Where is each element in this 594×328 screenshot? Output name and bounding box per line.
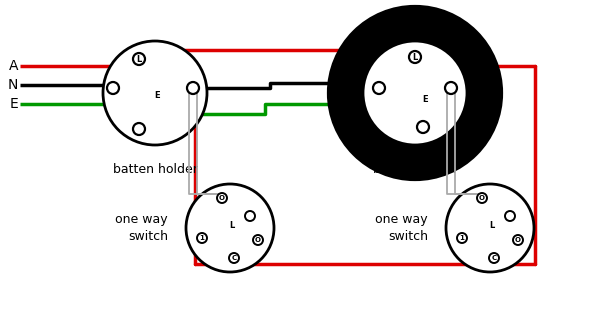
Circle shape <box>245 211 255 221</box>
Text: A: A <box>8 59 18 73</box>
Text: batten holder: batten holder <box>372 163 457 176</box>
Text: O: O <box>479 195 485 201</box>
Text: E: E <box>422 94 428 104</box>
Circle shape <box>363 41 467 145</box>
Circle shape <box>505 211 515 221</box>
Circle shape <box>253 235 263 245</box>
Text: batten holder: batten holder <box>112 163 197 176</box>
Text: O: O <box>219 195 225 201</box>
Circle shape <box>445 82 457 94</box>
Circle shape <box>197 233 207 243</box>
Circle shape <box>409 51 421 63</box>
Circle shape <box>107 82 119 94</box>
Circle shape <box>513 235 523 245</box>
Text: L: L <box>229 220 235 230</box>
Text: one way
switch: one way switch <box>375 213 428 243</box>
Circle shape <box>186 184 274 272</box>
Circle shape <box>446 184 534 272</box>
Circle shape <box>363 41 467 145</box>
Circle shape <box>133 123 145 135</box>
Circle shape <box>477 193 487 203</box>
Circle shape <box>103 41 207 145</box>
Circle shape <box>457 233 467 243</box>
Text: one way
switch: one way switch <box>115 213 168 243</box>
Text: L: L <box>137 54 141 64</box>
Text: O: O <box>515 237 521 243</box>
Circle shape <box>187 82 199 94</box>
Text: O: O <box>255 237 261 243</box>
Circle shape <box>229 253 239 263</box>
Circle shape <box>489 253 499 263</box>
Circle shape <box>417 121 429 133</box>
Text: 1: 1 <box>200 235 204 241</box>
Text: N: N <box>8 78 18 92</box>
Text: C: C <box>232 255 236 261</box>
Circle shape <box>373 82 385 94</box>
Text: E: E <box>10 97 18 111</box>
Text: C: C <box>491 255 497 261</box>
Circle shape <box>217 193 227 203</box>
Text: L: L <box>489 220 495 230</box>
Text: E: E <box>154 91 160 99</box>
Circle shape <box>133 53 145 65</box>
Text: L: L <box>412 52 418 62</box>
Text: 1: 1 <box>460 235 465 241</box>
